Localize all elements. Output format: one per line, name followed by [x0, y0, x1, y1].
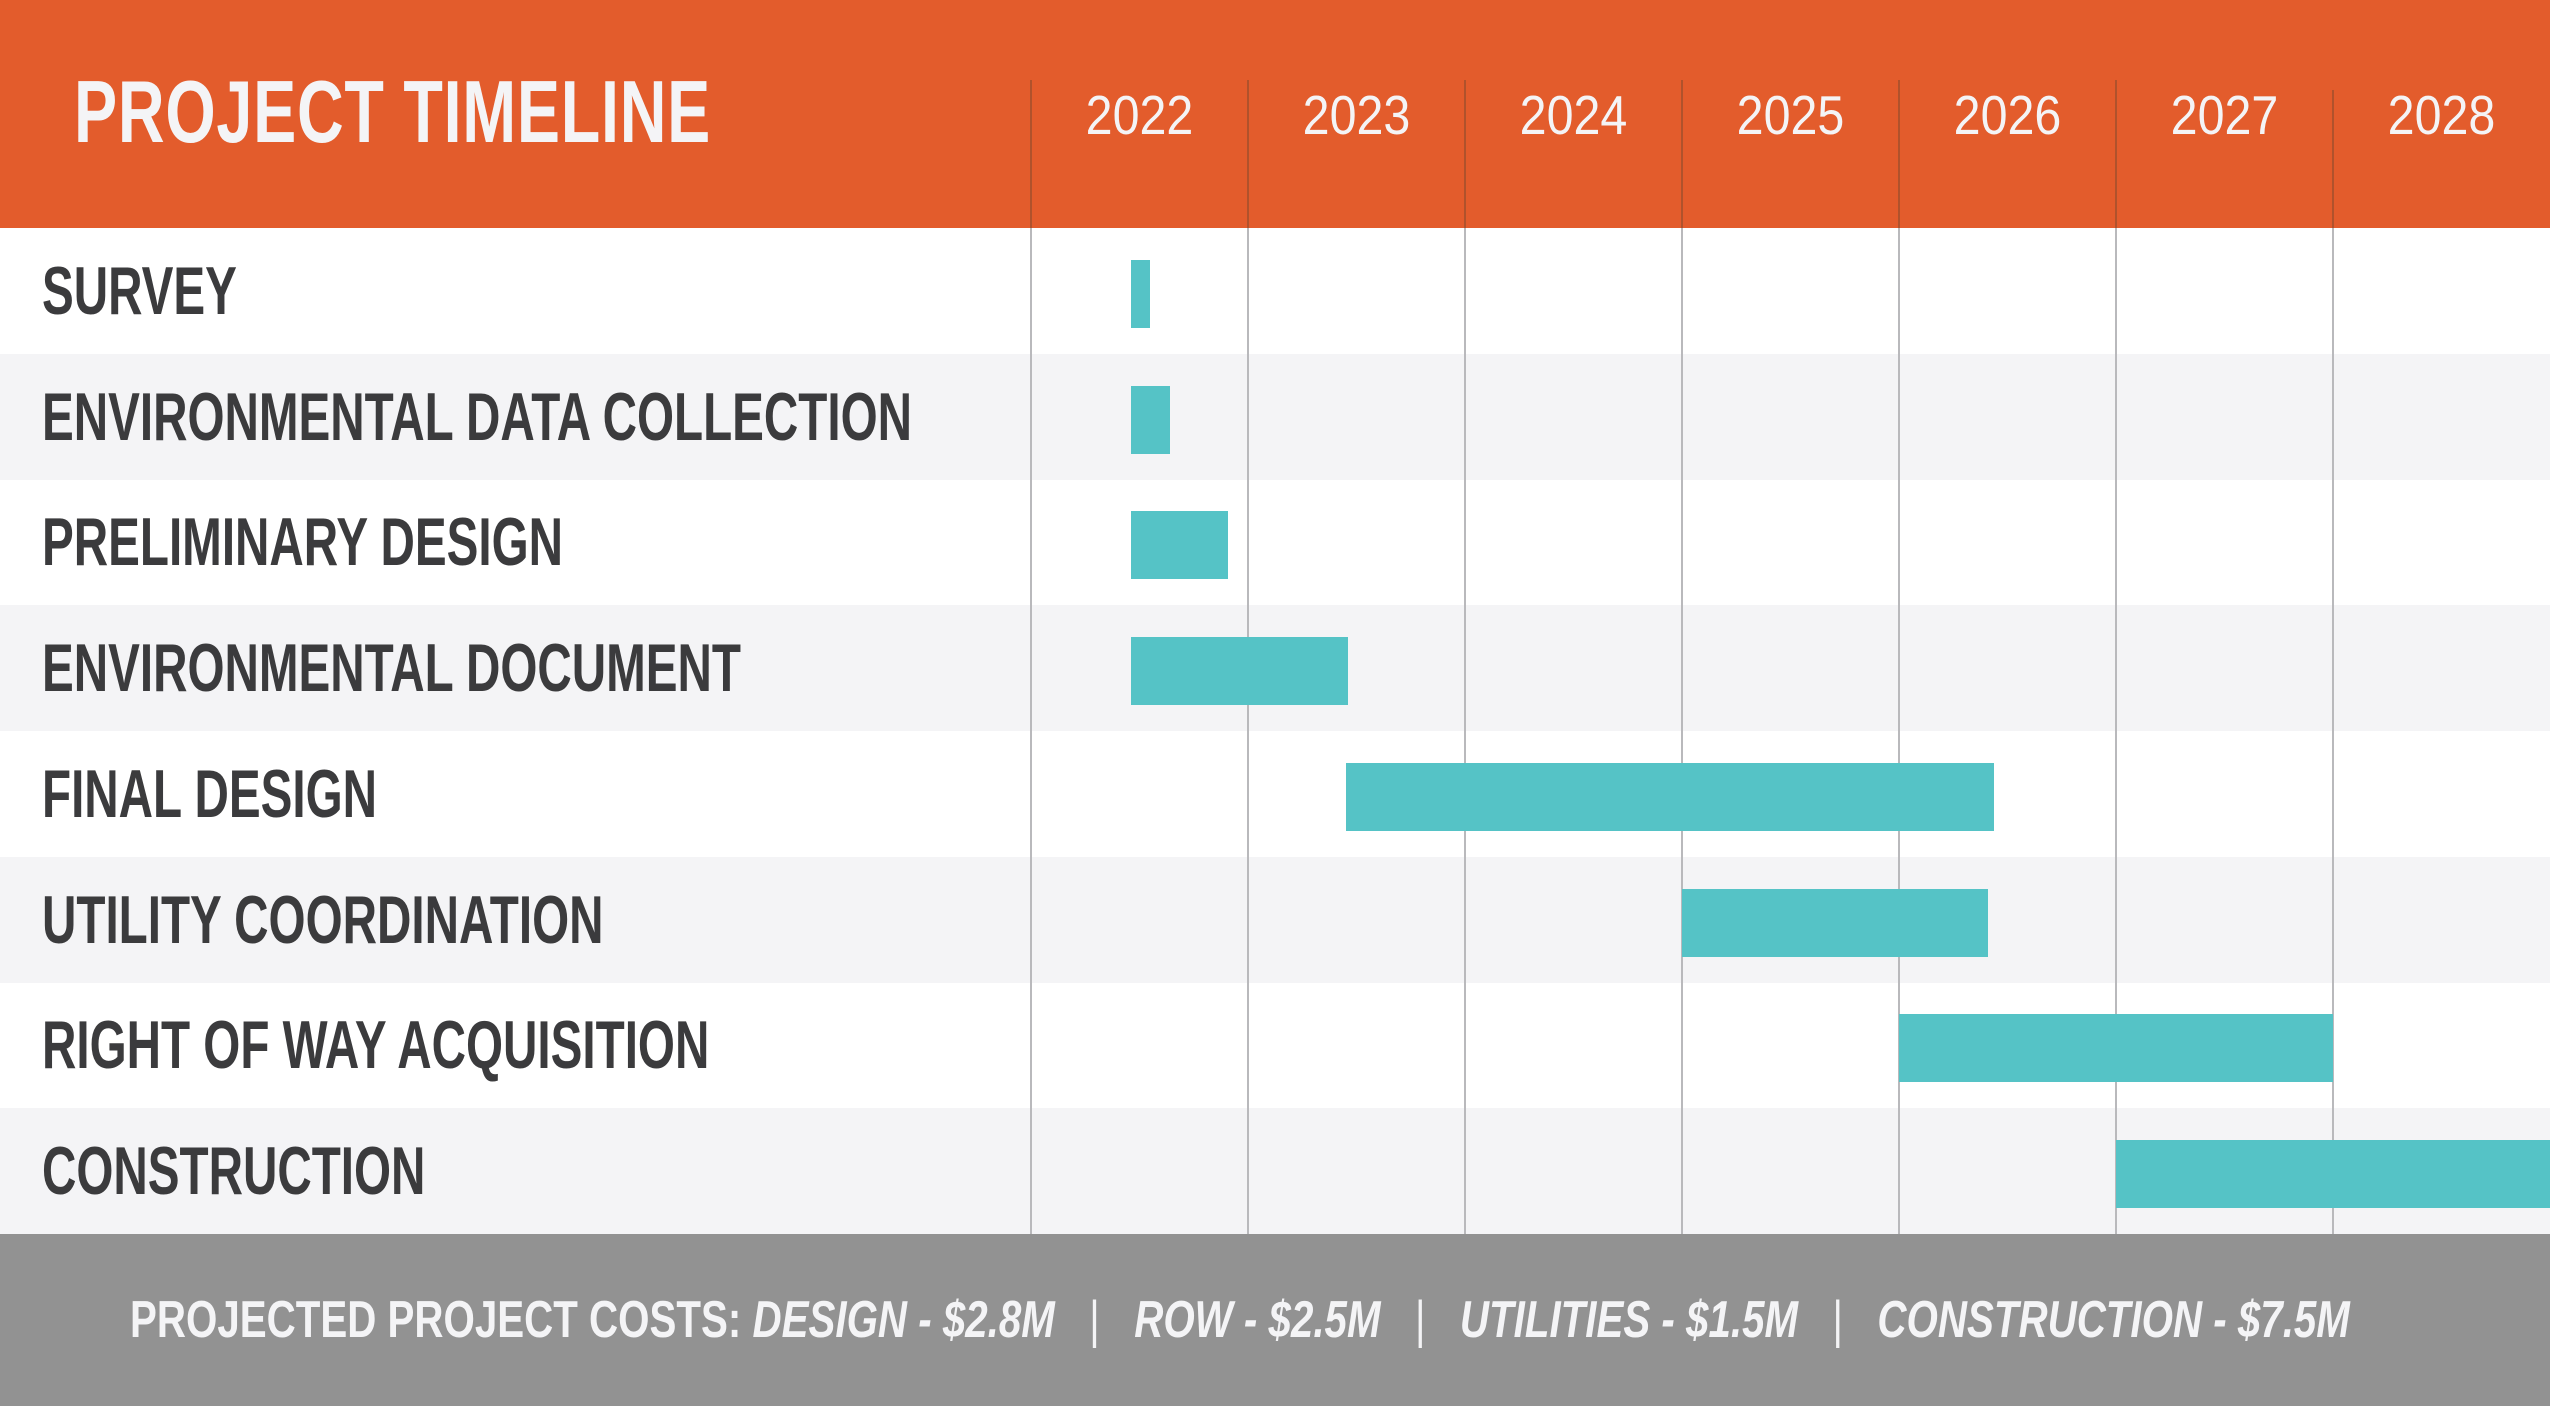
year-gridline: [1247, 228, 1249, 1234]
task-label: ENVIRONMENTAL DOCUMENT: [42, 630, 742, 707]
cost-row: ROW - $2.5M: [1134, 1291, 1381, 1349]
year-gridline: [1681, 228, 1683, 1234]
cost-design: DESIGN - $2.8M: [752, 1291, 1055, 1349]
year-gridline-header: [2332, 90, 2334, 228]
task-label: ENVIRONMENTAL DATA COLLECTION: [42, 378, 912, 455]
year-tick-label: 2027: [2170, 84, 2279, 146]
year-tick-label: 2026: [1953, 84, 2062, 146]
cost-utilities: UTILITIES - $1.5M: [1459, 1291, 1799, 1349]
task-label: PRELIMINARY DESIGN: [42, 504, 564, 581]
year-gridline: [1030, 228, 1032, 1234]
year-tick-label: 2025: [1736, 84, 1845, 146]
year-gridline-header: [1898, 80, 1900, 228]
year-gridline: [2115, 228, 2117, 1234]
task-row: [0, 353, 2550, 480]
cost-summary-lead: PROJECTED PROJECT COSTS:: [130, 1291, 742, 1349]
cost-summary: PROJECTED PROJECT COSTS: DESIGN - $2.8M …: [130, 1282, 2350, 1358]
cost-construction: CONSTRUCTION - $7.5M: [1877, 1291, 2350, 1349]
year-gridline: [2332, 228, 2334, 1234]
cost-separator: |: [1089, 1291, 1100, 1349]
year-gridline-header: [2115, 80, 2117, 228]
task-row: [0, 479, 2550, 606]
task-bar: [1130, 259, 1151, 328]
task-bar: [1345, 762, 1995, 831]
task-row: [0, 856, 2550, 983]
task-bar: [1130, 637, 1348, 706]
year-tick-label: 2023: [1302, 84, 1411, 146]
task-label: RIGHT OF WAY ACQUISITION: [42, 1007, 710, 1084]
year-gridline-header: [1464, 80, 1466, 228]
task-bar: [2116, 1140, 2550, 1209]
task-bar: [1130, 511, 1229, 580]
task-label: UTILITY COORDINATION: [42, 881, 604, 958]
task-bar: [1899, 1014, 2333, 1083]
year-tick-label: 2028: [2387, 84, 2496, 146]
task-row: [0, 731, 2550, 857]
cost-footer: PROJECTED PROJECT COSTS: DESIGN - $2.8M …: [0, 1234, 2550, 1406]
task-row: [0, 228, 2550, 354]
year-tick-label: 2022: [1085, 84, 1194, 146]
year-gridline: [1464, 228, 1466, 1234]
chart-title: PROJECT TIMELINE: [74, 62, 712, 161]
cost-separator: |: [1414, 1291, 1426, 1349]
year-tick-label: 2024: [1519, 84, 1628, 146]
year-gridline-header: [1247, 80, 1249, 228]
task-bar: [1682, 888, 1988, 957]
task-label: CONSTRUCTION: [42, 1133, 426, 1210]
task-label: SURVEY: [42, 252, 237, 329]
cost-separator: |: [1832, 1291, 1843, 1349]
year-gridline: [1898, 228, 1900, 1234]
year-gridline-header: [1030, 80, 1032, 228]
chart-header: PROJECT TIMELINE: [0, 0, 2550, 228]
year-gridline-header: [1681, 80, 1683, 228]
task-label: FINAL DESIGN: [42, 755, 377, 832]
task-bar: [1130, 385, 1170, 454]
